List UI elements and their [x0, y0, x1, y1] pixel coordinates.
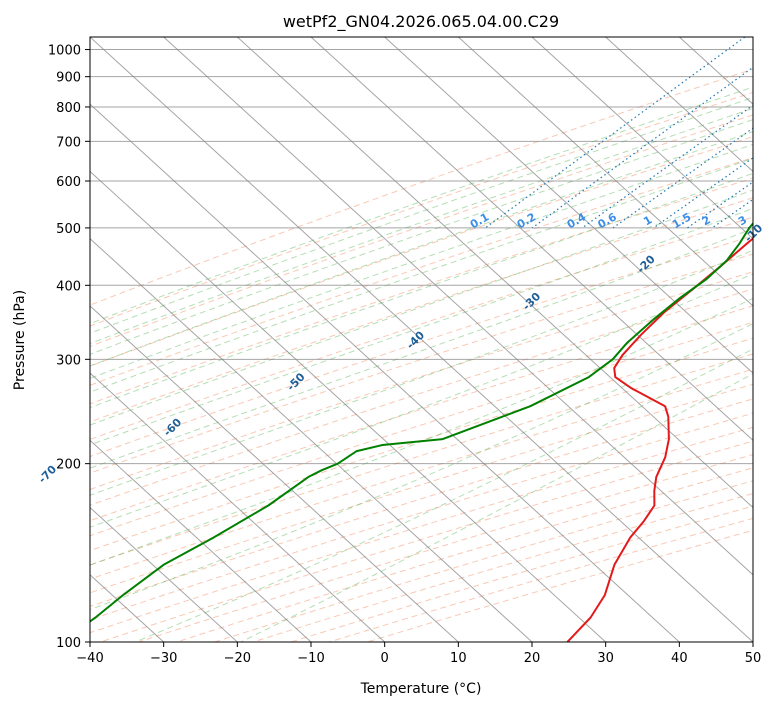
y-tick-label: 800: [56, 101, 81, 116]
isotherm-line: [310, 37, 753, 442]
mixing-ratio-line: [653, 157, 753, 229]
x-tick-label: −20: [224, 651, 251, 666]
isotherm-line: [236, 37, 753, 509]
x-tick-label: 30: [597, 651, 614, 666]
y-tick-label: 300: [56, 353, 81, 368]
moist-adiabat-line: [90, 207, 753, 446]
dry-adiabat-line: [90, 235, 753, 458]
isotherm-line: [90, 506, 238, 642]
x-tick-label: −40: [76, 651, 103, 666]
y-tick-label: 900: [56, 71, 81, 86]
dry-adiabat-line: [90, 157, 753, 386]
dewpoint-profile-line: [90, 221, 753, 623]
moist-adiabat-line: [135, 348, 753, 642]
moist-adiabat-line: [240, 373, 753, 642]
axes: −40 −30 −20 −10 0 10 20 30 40 50 100 200 300 400 500 60…: [48, 44, 761, 666]
x-tick-label: 10: [450, 651, 467, 666]
isotherm-line: [90, 439, 312, 642]
dry-adiabat-line: [90, 136, 753, 367]
isotherm-line: [90, 103, 680, 642]
dry-adiabat-line: [90, 353, 753, 566]
isotherm-line: [384, 37, 753, 374]
x-tick-label: 0: [381, 651, 389, 666]
background-lines: [90, 37, 753, 642]
x-tick-label: 40: [671, 651, 688, 666]
dry-adiabat-line: [214, 480, 753, 642]
isotherm-line: [90, 305, 459, 642]
isotherm-line: [605, 37, 753, 173]
x-tick-label: 50: [745, 651, 762, 666]
temperature-profile-line: [566, 237, 753, 642]
dry-adiabat-line: [90, 337, 753, 552]
moist-adiabat-line: [90, 323, 753, 611]
plot-frame: [89, 36, 754, 643]
dry-adiabat-line: [90, 216, 753, 440]
y-tick-label: 1000: [48, 44, 81, 59]
isotherm-line: [90, 372, 386, 642]
y-axis-title: Pressure (hPa): [12, 290, 28, 390]
data-series: [90, 221, 753, 642]
x-tick-label: −10: [297, 651, 324, 666]
dry-adiabat-line: [90, 114, 753, 347]
x-tick-label: 20: [524, 651, 541, 666]
dry-adiabat-line: [252, 492, 753, 642]
dry-adiabat-line: [90, 197, 753, 423]
y-tick-label: 600: [56, 175, 81, 190]
y-tick-label: 100: [56, 636, 81, 651]
moist-adiabat-line: [90, 119, 753, 355]
isotherm-line: [90, 37, 753, 642]
dry-adiabat-line: [90, 271, 753, 490]
y-tick-label: 200: [56, 458, 81, 473]
dry-adiabat-line: [90, 177, 753, 405]
dry-adiabat-line: [176, 467, 753, 642]
isotherm-line: [90, 170, 607, 642]
dry-adiabat-line: [90, 398, 753, 607]
x-axis-title: Temperature (°C): [360, 681, 482, 697]
y-tick-label: 500: [56, 222, 81, 237]
isotherm-line: [457, 37, 753, 307]
dry-adiabat-line: [90, 368, 753, 580]
isotherm-line: [90, 237, 533, 642]
dry-adiabat-line: [328, 517, 753, 642]
dry-adiabat-line: [90, 412, 753, 621]
moist-adiabat-line: [90, 273, 753, 528]
y-tick-label: 700: [56, 135, 81, 150]
dry-adiabat-line: [90, 383, 753, 594]
isotherm-line: [531, 37, 753, 240]
chart-title: wetPf2_GN04.2026.065.04.00.C29: [283, 12, 559, 32]
moist-adiabat-line: [90, 249, 753, 496]
dry-adiabat-line: [90, 253, 753, 474]
y-tick-label: 400: [56, 279, 81, 294]
x-tick-label: −30: [150, 651, 177, 666]
isotherm-line: [163, 37, 753, 576]
